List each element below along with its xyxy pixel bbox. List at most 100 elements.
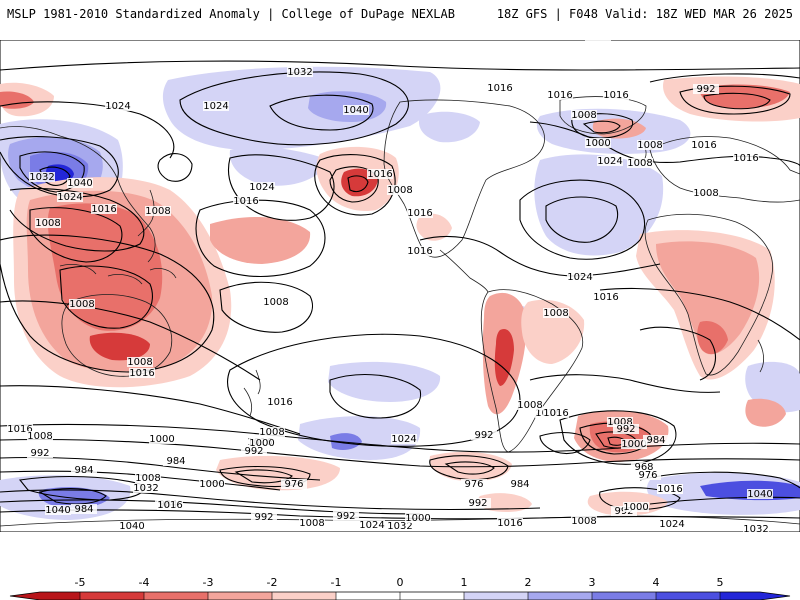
coast-europe (649, 136, 800, 203)
isobar-line (179, 71, 409, 146)
legend-tick-label: 4 (653, 576, 660, 589)
coast-africa (644, 213, 774, 376)
isobar-label: 1000 (621, 439, 646, 450)
isobar-label-background (119, 521, 145, 531)
isobar-line (227, 154, 335, 221)
anomaly-area-central-pacific (210, 217, 311, 264)
isobar-label-background (487, 83, 513, 93)
isobar-label: 1016 (91, 204, 116, 215)
isobar-label-background (157, 500, 183, 510)
isobar-label: 1016 (487, 83, 512, 94)
isobar-label: 1008 (387, 185, 412, 196)
isobar-label: 976 (284, 479, 303, 490)
legend-tick-label: 0 (397, 576, 404, 589)
isobar-line (29, 207, 123, 263)
isobar-label: 1032 (287, 67, 312, 78)
isobar-label-background (149, 434, 175, 444)
isobar-label: 984 (646, 435, 665, 446)
legend-tick-label: -2 (267, 576, 278, 589)
legend-tick-label: 5 (717, 576, 724, 589)
isobar-label-background (45, 505, 71, 515)
isobar-label: 1008 (145, 206, 170, 217)
isobar-label: 1000 (623, 502, 648, 513)
isobar-line (347, 175, 369, 193)
isobar-line (0, 300, 261, 381)
isobar-line (329, 166, 379, 203)
isobar-label-background (613, 424, 639, 434)
isobar-label: 992 (616, 424, 635, 435)
isobar-label: 992 (474, 430, 493, 441)
legend-swatch (272, 592, 336, 600)
isobar-label-background (299, 518, 325, 528)
isobar-label: 984 (74, 504, 93, 515)
isobar-label-background (29, 172, 55, 182)
anomaly-area-south-indian (745, 398, 786, 427)
isobar-label: 1040 (45, 505, 70, 516)
legend-swatch (336, 592, 400, 600)
isobar-label-background (733, 153, 759, 163)
isobar-label-background (135, 473, 161, 483)
isobar-label: 1040 (343, 105, 368, 116)
isobar-label: 1016 (233, 196, 258, 207)
isobar-label: 1024 (359, 520, 384, 531)
isobar-label-background (333, 511, 359, 521)
isobar-label-background (603, 90, 629, 100)
legend-tick-label: -3 (203, 576, 214, 589)
anomaly-area-north-pacific-band (229, 146, 330, 186)
legend-swatch (528, 592, 592, 600)
isobar-label-background (567, 272, 593, 282)
isobar-label-background (657, 484, 683, 494)
legend-tick-label: 3 (589, 576, 596, 589)
isobar-label: 1008 (135, 473, 160, 484)
isobar-label-background (129, 368, 155, 378)
isobar-label-background (127, 357, 153, 367)
isobar-label-background (105, 101, 131, 111)
isobar-line (0, 470, 281, 491)
isobar-label: 976 (638, 470, 657, 481)
isobar-line (0, 60, 800, 71)
isobar-line (234, 469, 293, 484)
isobar-label-background (133, 483, 159, 493)
anomaly-color-legend: -5 -4 -3 -2 -1 0 1 2 3 4 5 (9, 576, 791, 600)
coast-japan (137, 189, 155, 237)
isobar-label: 1040 (67, 178, 92, 189)
anomaly-area-central-america (416, 213, 452, 241)
isobar-label-background (543, 308, 569, 318)
isobar-label: 1000 (249, 438, 274, 449)
isobar-line (0, 423, 800, 453)
coast-antarctica (0, 515, 800, 527)
isobar-label: 1008 (263, 297, 288, 308)
legend-arrow-right (760, 592, 790, 600)
isobar-label-background (69, 299, 95, 309)
isobar-label: 1000 (585, 40, 610, 43)
anomaly-area-andes-core (494, 328, 514, 386)
isobar-line (0, 385, 301, 435)
isobar-line (227, 333, 521, 447)
isobar-label-background (57, 192, 83, 202)
isobar-label-background (623, 502, 649, 512)
legend-swatch (464, 592, 528, 600)
isobar-label-background (631, 462, 657, 472)
isobar-line (599, 287, 800, 341)
isobar-label-background (145, 206, 171, 216)
legend-tick-label: -5 (75, 576, 86, 589)
model-valid-time: 18Z GFS | F048 Valid: 18Z WED MAR 26 202… (496, 7, 793, 21)
isobar-label: 984 (166, 456, 185, 467)
isobar-label-background (35, 218, 61, 228)
isobar-label: 1024 (249, 182, 274, 193)
isobar-label-background (233, 196, 259, 206)
isobar-label: 1024 (567, 272, 592, 283)
isobar-labels: 1032 1024 1024 1040 1016 1016 1000 992 1008 1016 1… (7, 40, 773, 532)
isobar-label-background (635, 470, 661, 480)
isobar-label-background (391, 434, 417, 444)
isobar-line (269, 94, 374, 131)
isobar-label: 1016 (547, 90, 572, 101)
isobar-label: 1016 (129, 368, 154, 379)
legend-swatch (656, 592, 720, 600)
isobar-label: 1000 (149, 434, 174, 445)
isobar-line (38, 488, 107, 505)
isobar-label: 984 (510, 479, 529, 490)
legend-color-bar (9, 591, 791, 600)
isobar-label: 1008 (543, 308, 568, 319)
isobar-label: 1008 (69, 299, 94, 310)
